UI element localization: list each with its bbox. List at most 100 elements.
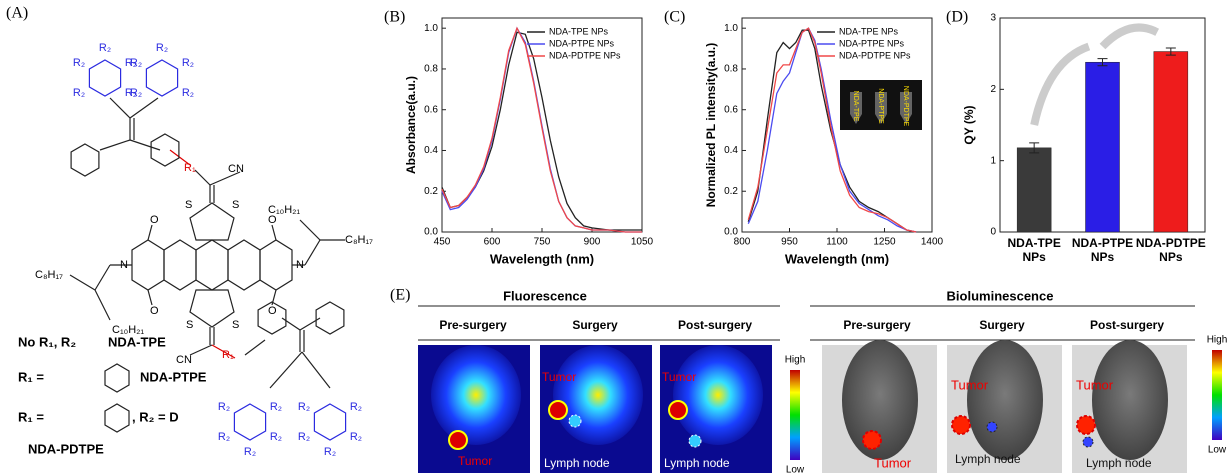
o-label: O <box>268 305 277 317</box>
tumor-signal <box>668 400 688 420</box>
vial <box>900 92 912 124</box>
legend-label: NDA-PTPE NPs <box>839 38 905 48</box>
color-scale <box>790 370 800 460</box>
y-tick-label: 0.4 <box>724 145 738 156</box>
panel-label: (D) <box>946 9 968 26</box>
arrow-decoration <box>1030 42 1091 126</box>
arrow-decoration <box>1099 23 1160 50</box>
r2-label: R₂ <box>350 431 362 443</box>
x-tick-label: NDA-PDTPE NPs <box>1135 236 1206 264</box>
s-label: S <box>232 319 239 331</box>
n-label: N <box>296 259 304 271</box>
y-tick-label: 2 <box>990 84 996 95</box>
bar <box>1085 61 1120 233</box>
alkyl-label: C₈H₁₇ <box>345 234 373 246</box>
benzene-ring <box>145 59 179 97</box>
r2-label: R₂ <box>324 446 336 458</box>
r1-label: R₁ <box>184 162 196 174</box>
fluorescence-signal <box>553 345 643 445</box>
series-line <box>747 27 917 233</box>
r2-label: R₂ <box>350 401 362 413</box>
series-line <box>441 26 642 233</box>
r2-label: R₂ <box>73 57 85 69</box>
y-tick-label: 0.4 <box>424 145 438 156</box>
lymph-signal <box>568 414 582 428</box>
n-label: N <box>120 259 128 271</box>
lymph-signal <box>986 421 998 433</box>
legend-text: R₁ = <box>18 369 44 384</box>
scale-label: Low <box>1208 445 1227 456</box>
vial <box>850 92 862 124</box>
r2-label: R₂ <box>156 42 168 54</box>
x-tick-label: 1400 <box>921 237 944 248</box>
y-tick-label: 1.0 <box>424 23 438 34</box>
inset-label: NDA-PTPE <box>877 88 884 124</box>
legend-label: NDA-TPE NPs <box>839 26 899 36</box>
tumor-signal <box>862 430 882 450</box>
mouse <box>842 340 918 460</box>
benzene-ring <box>70 143 100 177</box>
stage-label: Post-surgery <box>1090 318 1164 332</box>
scale-label: High <box>785 355 806 366</box>
annotation: Tumor <box>458 454 492 468</box>
error-bar <box>1029 142 1040 154</box>
r2-label: R₂ <box>182 87 194 99</box>
x-tick-label: 1050 <box>631 237 654 248</box>
r2-label: R₂ <box>125 57 137 69</box>
y-tick-label: 0.8 <box>724 64 738 75</box>
cn-label: CN <box>228 163 244 175</box>
panel-label: (B) <box>384 9 405 26</box>
s-label: S <box>185 199 192 211</box>
annotation: Tumor <box>542 370 576 384</box>
tumor-signal <box>951 415 971 435</box>
panel-label: (E) <box>390 287 410 304</box>
color-scale <box>1212 350 1222 440</box>
r1-label: R₁ <box>222 349 234 361</box>
r2-label: R₂ <box>244 446 256 458</box>
annotation: Lymph node <box>544 456 610 470</box>
section-title: Bioluminescence <box>947 288 1054 303</box>
alkyl-label: C₁₀H₂₁ <box>112 324 144 336</box>
legend-label: NDA-PDTPE NPs <box>549 50 621 60</box>
alkyl-label: C₁₀H₂₁ <box>268 204 300 216</box>
annotation: Lymph node <box>955 452 1021 466</box>
y-tick-label: 0.6 <box>724 104 738 115</box>
r2-label: R₂ <box>270 401 282 413</box>
y-tick-label: 0.2 <box>424 186 438 197</box>
stage-label: Pre-surgery <box>439 318 507 332</box>
stage-label: Surgery <box>979 318 1025 332</box>
mouse <box>967 340 1043 460</box>
bar <box>1153 51 1189 233</box>
annotation: Lymph node <box>1086 456 1152 470</box>
o-label: O <box>150 214 159 226</box>
tumor-signal <box>1076 415 1096 435</box>
vial <box>875 92 887 124</box>
inset-label: NDA-PDTPE <box>902 86 909 127</box>
benzene-ring <box>150 133 180 167</box>
s-label: S <box>186 319 193 331</box>
r2-label: R₂ <box>298 431 310 443</box>
annotation: Tumor <box>1076 377 1114 392</box>
series-line <box>747 27 917 233</box>
r2-label: R₂ <box>218 431 230 443</box>
lymph-signal <box>688 434 702 448</box>
error-bar <box>1165 47 1176 56</box>
x-tick-label: 800 <box>734 237 751 248</box>
o-label: O <box>268 214 277 226</box>
y-tick-label: 0.2 <box>724 186 738 197</box>
stage-label: Surgery <box>572 318 618 332</box>
o-label: O <box>150 305 159 317</box>
y-tick-label: 3 <box>990 13 996 24</box>
inset-label: NDA-TPE <box>852 91 859 122</box>
x-tick-label: NDA-PTPE NPs <box>1071 236 1134 264</box>
section-title: Fluorescence <box>503 288 587 303</box>
r2-label: R₂ <box>99 42 111 54</box>
y-tick-label: 0.8 <box>424 64 438 75</box>
cn-label: CN <box>176 354 192 366</box>
y-tick-label: 0 <box>990 227 996 238</box>
y-tick-label: 0.0 <box>424 227 438 238</box>
x-tick-label: 950 <box>781 237 798 248</box>
x-tick-label: 450 <box>434 237 451 248</box>
